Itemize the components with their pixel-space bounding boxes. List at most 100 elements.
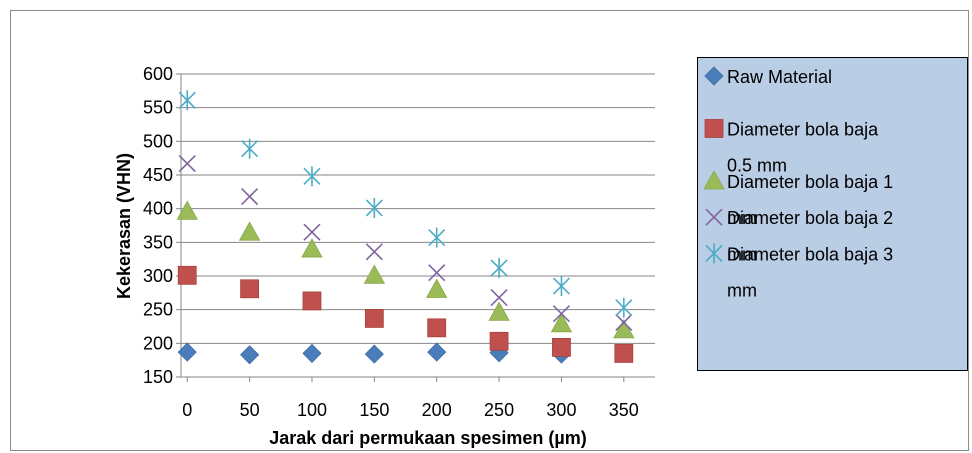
square-marker-shape [552,337,571,357]
legend-label: mm [727,281,757,301]
diamond-marker-shape [364,344,384,364]
x-data-point [428,264,446,282]
square-data-point [177,265,197,285]
diamond-marker-shape [177,342,197,362]
legend-box [697,57,968,371]
diamond-marker-shape [427,342,447,362]
y-axis-title: Kekerasan (VHN) [114,153,134,299]
x-tick-label: 100 [297,400,327,420]
series-2 [177,265,634,363]
x-marker-stroke [428,264,446,282]
x-data-point [552,305,571,323]
legend-item: Raw Material [704,66,832,87]
square-data-point [552,337,571,357]
legend-square-icon [704,119,724,138]
star-data-point [490,257,508,278]
series-5 [178,90,633,318]
legend-item: Diameter bola baja 2mm [705,208,893,264]
star-data-point [241,138,259,159]
star-data-point [365,197,383,218]
x-tick-label: 150 [359,400,389,420]
square-marker-shape [704,119,724,138]
triangle-marker-shape [488,301,510,321]
diamond-data-point [240,345,260,365]
legend-label: Diameter bola baja 2 [727,208,893,228]
x-tick-labels: 0 50 100 150 200 250 300 350 [182,400,639,420]
legend-diamond-icon [704,66,724,86]
axes [180,74,655,382]
legend-label: 0.5 mm [727,156,787,176]
triangle-marker-shape [301,238,323,258]
x-tick-label: 0 [182,400,192,420]
triangle-data-point [613,319,635,339]
y-tick-label: 200 [143,333,173,353]
x-data-point [241,187,259,206]
x-tick-label: 200 [422,400,452,420]
y-tick-label: 150 [143,367,173,387]
x-data-point [178,154,196,173]
triangle-data-point [550,312,573,333]
series-3 [176,200,635,339]
legend-item: Diameter bola baja 1 mm [703,170,893,228]
star-data-point [428,227,446,248]
square-data-point [364,309,384,328]
square-marker-shape [364,309,384,328]
y-tick-label: 300 [143,266,173,286]
legend-item: Diameter bola baja 0.5 mm [704,119,879,176]
x-tick-label: 50 [240,400,260,420]
diamond-marker-shape [302,343,322,363]
x-marker-stroke [241,187,259,206]
y-tick-labels: 150 200 250 300 350 400 450 500 550 600 [143,64,173,387]
triangle-data-point [363,264,386,284]
square-marker-shape [302,291,322,311]
x-tick-label: 350 [609,400,639,420]
square-marker-shape [489,331,509,351]
legend-label: Raw Material [727,67,832,87]
x-tick-label: 250 [484,400,514,420]
square-marker-shape [177,265,197,285]
triangle-data-point [176,200,198,220]
triangle-data-point [426,278,448,298]
diamond-data-point [177,342,197,362]
x-marker-stroke [365,243,383,261]
legend-x-icon [705,208,723,226]
legend-label: mm [727,208,757,228]
diamond-data-point [427,342,447,362]
x-marker-stroke [178,154,196,173]
y-tick-label: 350 [143,232,173,252]
square-marker-shape [427,318,447,338]
legend-label: Diameter bola baja [727,119,879,139]
square-data-point [302,291,322,311]
legend-star-icon [705,243,723,264]
legend-triangle-icon [703,170,725,190]
x-tick-label: 300 [546,400,576,420]
legend-label: mm [727,244,757,264]
triangle-marker-shape [238,221,261,241]
triangle-marker-shape [550,312,573,333]
triangle-marker-shape [363,264,386,284]
star-data-point [615,297,633,318]
y-tick-label: 500 [143,131,173,151]
star-data-point [303,166,321,187]
square-data-point [427,318,447,338]
x-data-point [615,313,633,332]
x-data-point [365,243,383,261]
y-tick-label: 400 [143,199,173,219]
x-marker-stroke [615,313,633,332]
star-data-point [178,90,196,111]
series-4 [178,154,633,332]
x-marker-stroke [490,288,508,307]
legend-label: Diameter bola baja 1 [727,172,893,192]
diamond-data-point [302,343,322,363]
y-tick-label: 450 [143,165,173,185]
triangle-data-point [301,238,323,258]
star-data-point [552,276,571,297]
legend-label: Diameter bola baja 3 [727,244,893,264]
square-marker-shape [240,279,260,299]
diamond-data-point [364,344,384,364]
diamond-marker-shape [240,345,260,365]
triangle-data-point [238,221,261,241]
